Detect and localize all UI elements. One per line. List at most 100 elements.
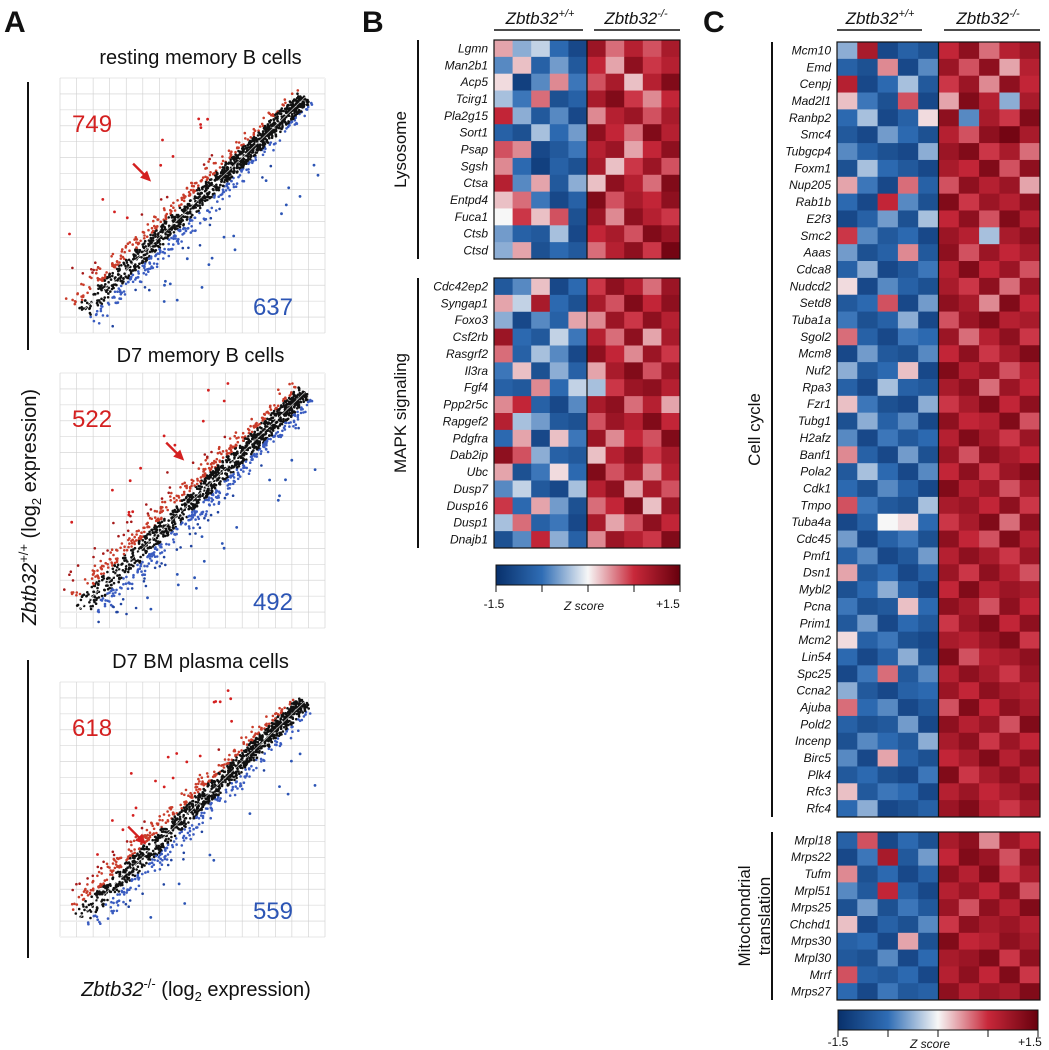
scatter-point	[274, 412, 278, 416]
scatter-point	[116, 893, 119, 896]
scatter-point	[238, 475, 242, 478]
scatter-point	[253, 430, 257, 434]
scatter-point	[177, 494, 180, 498]
heatmap-cell	[642, 56, 662, 75]
scatter-point	[128, 871, 131, 874]
scatter-point	[180, 844, 184, 847]
heatmap-cell	[549, 208, 569, 226]
scatter-point	[159, 198, 163, 201]
scatter-outlier	[212, 858, 216, 862]
scatter-point	[151, 229, 155, 233]
scatter-point	[198, 780, 201, 783]
scatter-point	[265, 715, 268, 718]
scatter-point	[84, 899, 87, 903]
scatter-point	[301, 711, 305, 714]
scatter-point	[179, 822, 183, 826]
scatter-point	[169, 495, 172, 498]
scatter-point	[106, 584, 109, 587]
scatter-point	[246, 746, 249, 749]
scatter-point	[102, 885, 105, 889]
scatter-point	[291, 382, 294, 385]
scatter-point	[112, 521, 115, 525]
heatmap-cell	[605, 157, 625, 176]
scatter-point	[121, 881, 124, 884]
scatter-point	[103, 604, 107, 608]
scatter-point	[284, 732, 287, 736]
scatter-point	[193, 216, 197, 220]
heatmap-cell	[624, 174, 644, 193]
heatmap-cell	[568, 40, 588, 58]
scatter-point	[98, 920, 101, 924]
scatter-point	[233, 169, 236, 173]
scatter-point	[110, 548, 114, 551]
scatter-point	[242, 754, 245, 758]
heatmap-cell	[512, 124, 532, 142]
scatter-point	[152, 551, 156, 554]
gene-label: Syngap1	[441, 296, 488, 310]
scatter-outlier	[199, 126, 203, 129]
scatter-point	[275, 125, 278, 129]
scatter-point	[193, 197, 196, 200]
scatter-point	[188, 801, 192, 804]
identity-line	[59, 372, 326, 629]
scatter-point	[117, 580, 120, 584]
scatter-point	[180, 240, 183, 243]
scatter-point	[261, 735, 264, 739]
scatter-point	[233, 480, 236, 484]
scatter-point	[161, 830, 165, 833]
heatmap-cell	[587, 446, 606, 465]
scatter-point	[219, 193, 222, 197]
scatter-point	[161, 509, 165, 513]
scatter-point	[230, 789, 234, 792]
scatter-point	[122, 900, 125, 904]
scatter-point	[192, 827, 195, 831]
scatter-point	[251, 443, 255, 447]
scatter-point	[85, 891, 88, 894]
scatter-point	[127, 905, 130, 908]
scatter-point	[158, 815, 161, 818]
scatter-point	[118, 289, 122, 292]
scatter-point	[221, 184, 225, 188]
scatter-point	[235, 182, 239, 185]
scatter-point	[115, 909, 119, 913]
scatter-point	[133, 265, 136, 269]
heatmap-cell	[661, 208, 681, 226]
scatter-outlier	[185, 760, 189, 764]
scatter-point	[172, 243, 175, 246]
scatter-point	[284, 421, 287, 425]
scatter-point	[263, 731, 266, 734]
scatter-point	[107, 292, 110, 295]
scatter-outlier	[149, 607, 153, 611]
scatter-point	[244, 736, 248, 739]
scatter-point	[173, 500, 176, 504]
scatter-point	[112, 581, 116, 585]
scatter-point	[94, 261, 97, 265]
heatmap-cell	[605, 429, 625, 448]
scatter-point	[304, 706, 307, 709]
scatter-point	[185, 218, 189, 221]
scatter-point	[225, 455, 229, 459]
heatmap-cell	[568, 429, 588, 448]
scatter-point	[173, 522, 177, 525]
scatter-point	[210, 500, 213, 503]
scatter-point	[308, 712, 312, 715]
scatter-point	[193, 189, 197, 193]
scatter-point	[128, 241, 132, 244]
scatter-point	[214, 161, 217, 165]
scatter-point	[219, 480, 222, 483]
scatter-point	[194, 816, 198, 820]
heatmap-cell	[494, 463, 513, 481]
heatmap-cell	[605, 328, 625, 346]
heatmap-cell	[642, 413, 662, 431]
heatmap-cell	[531, 191, 551, 209]
scatter-point	[217, 783, 221, 787]
heatmap-cell	[512, 362, 532, 380]
heatmap-cell	[587, 311, 606, 330]
scatter-point	[155, 229, 158, 232]
heatmap-cell	[587, 56, 606, 75]
scatter-point	[221, 155, 224, 158]
scatter-point	[161, 819, 164, 822]
scatter-point	[309, 398, 312, 402]
scatter-point	[165, 828, 168, 831]
scatter-point	[223, 180, 226, 184]
